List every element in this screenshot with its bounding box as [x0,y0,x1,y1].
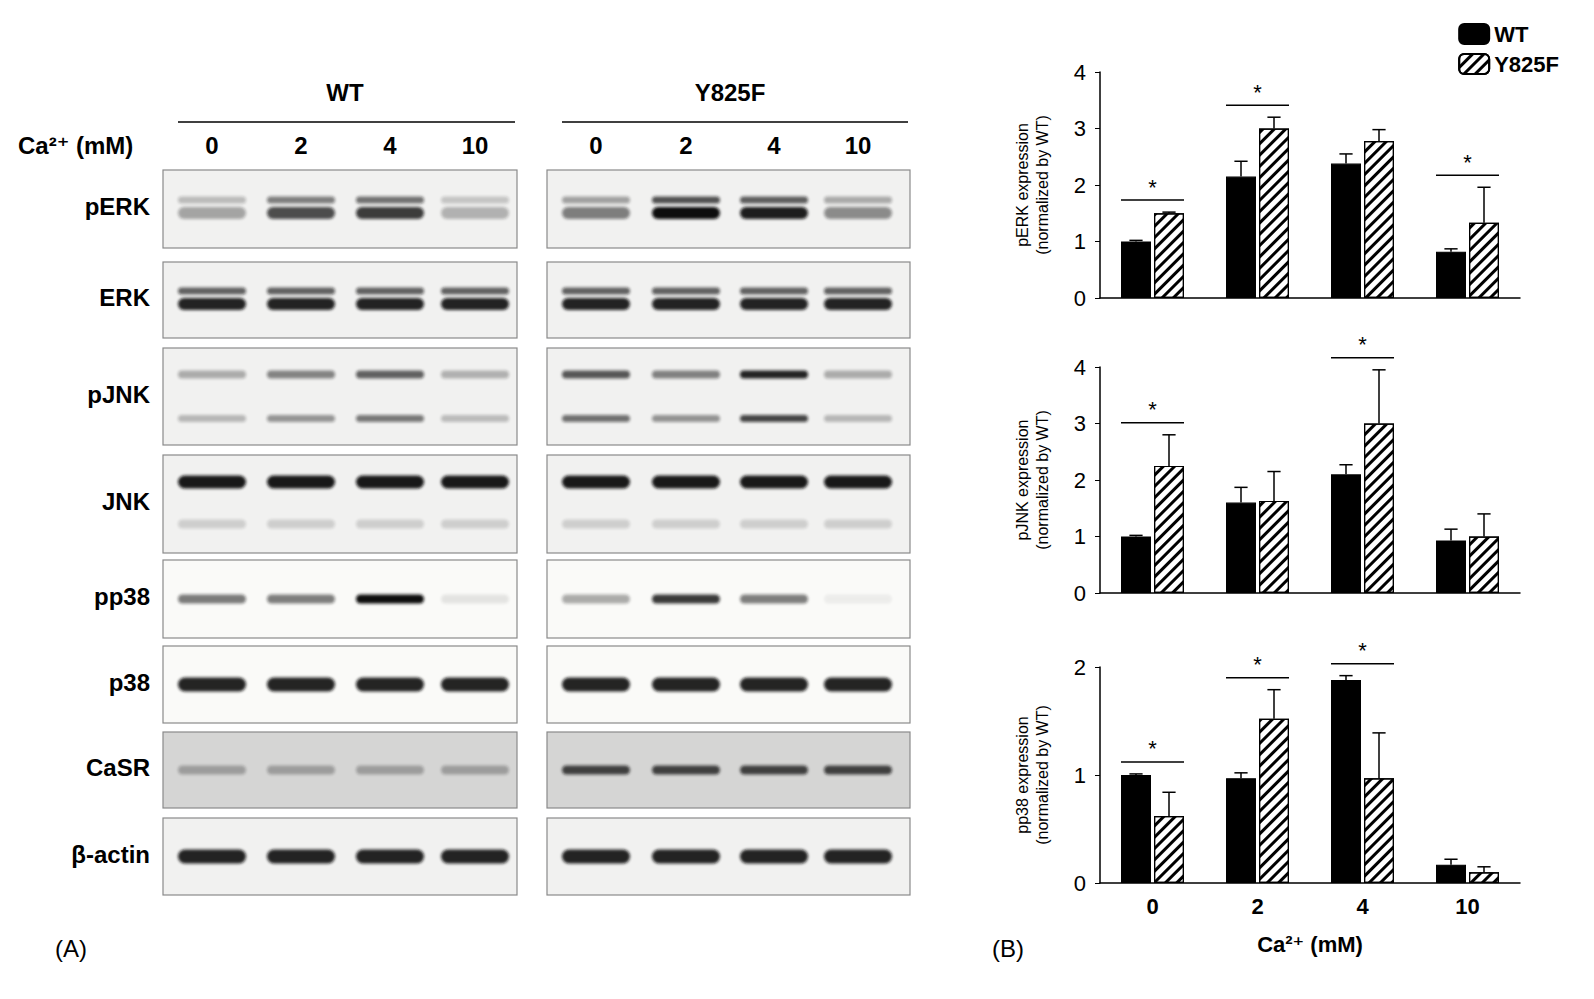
svg-text:*: * [1463,150,1472,175]
svg-text:4: 4 [767,132,781,159]
svg-text:*: * [1148,175,1157,200]
svg-text:0: 0 [1146,894,1158,919]
svg-text:pp38: pp38 [94,583,150,610]
svg-text:*: * [1148,736,1157,761]
svg-text:JNK: JNK [102,488,151,515]
svg-text:4: 4 [1074,60,1086,85]
svg-text:WT: WT [1494,22,1529,47]
svg-text:0: 0 [1074,871,1086,896]
svg-text:pJNK: pJNK [87,381,150,408]
svg-text:2: 2 [1251,894,1263,919]
svg-text:2: 2 [679,132,692,159]
svg-text:p38: p38 [109,669,150,696]
svg-text:*: * [1253,652,1262,677]
svg-text:(normalized by WT): (normalized by WT) [1034,705,1051,845]
svg-text:Ca²⁺ (mM): Ca²⁺ (mM) [1257,932,1363,957]
svg-text:*: * [1148,397,1157,422]
svg-text:2: 2 [1074,468,1086,493]
html-text:(A): (A) [55,935,87,962]
svg-text:pp38 expression: pp38 expression [1014,716,1031,833]
svg-text:(normalized by WT): (normalized by WT) [1034,115,1051,255]
svg-text:3: 3 [1074,116,1086,141]
svg-text:4: 4 [1356,894,1369,919]
svg-text:1: 1 [1074,524,1086,549]
svg-text:1: 1 [1074,763,1086,788]
svg-text:0: 0 [1074,286,1086,311]
svg-text:Y825F: Y825F [1494,52,1559,77]
svg-text:10: 10 [1455,894,1479,919]
svg-text:0: 0 [1074,581,1086,606]
svg-text:(normalized by WT): (normalized by WT) [1034,410,1051,550]
svg-text:3: 3 [1074,411,1086,436]
svg-text:β-actin: β-actin [71,841,150,868]
svg-text:10: 10 [462,132,489,159]
svg-text:10: 10 [845,132,872,159]
svg-text:*: * [1358,332,1367,357]
svg-text:Ca²⁺ (mM): Ca²⁺ (mM) [18,132,133,159]
svg-text:2: 2 [1074,655,1086,680]
svg-text:WT: WT [326,79,364,106]
svg-text:4: 4 [383,132,397,159]
svg-text:0: 0 [589,132,602,159]
svg-text:pERK expression: pERK expression [1014,123,1031,247]
svg-text:CaSR: CaSR [86,754,150,781]
svg-text:1: 1 [1074,229,1086,254]
svg-text:pJNK expression: pJNK expression [1014,420,1031,541]
html-text:(B): (B) [992,935,1024,962]
svg-text:*: * [1253,80,1262,105]
svg-text:ERK: ERK [99,284,150,311]
svg-text:2: 2 [1074,173,1086,198]
svg-text:Y825F: Y825F [695,79,766,106]
svg-text:4: 4 [1074,355,1086,380]
svg-text:0: 0 [205,132,218,159]
svg-text:pERK: pERK [85,193,151,220]
svg-text:2: 2 [294,132,307,159]
svg-text:*: * [1358,638,1367,663]
